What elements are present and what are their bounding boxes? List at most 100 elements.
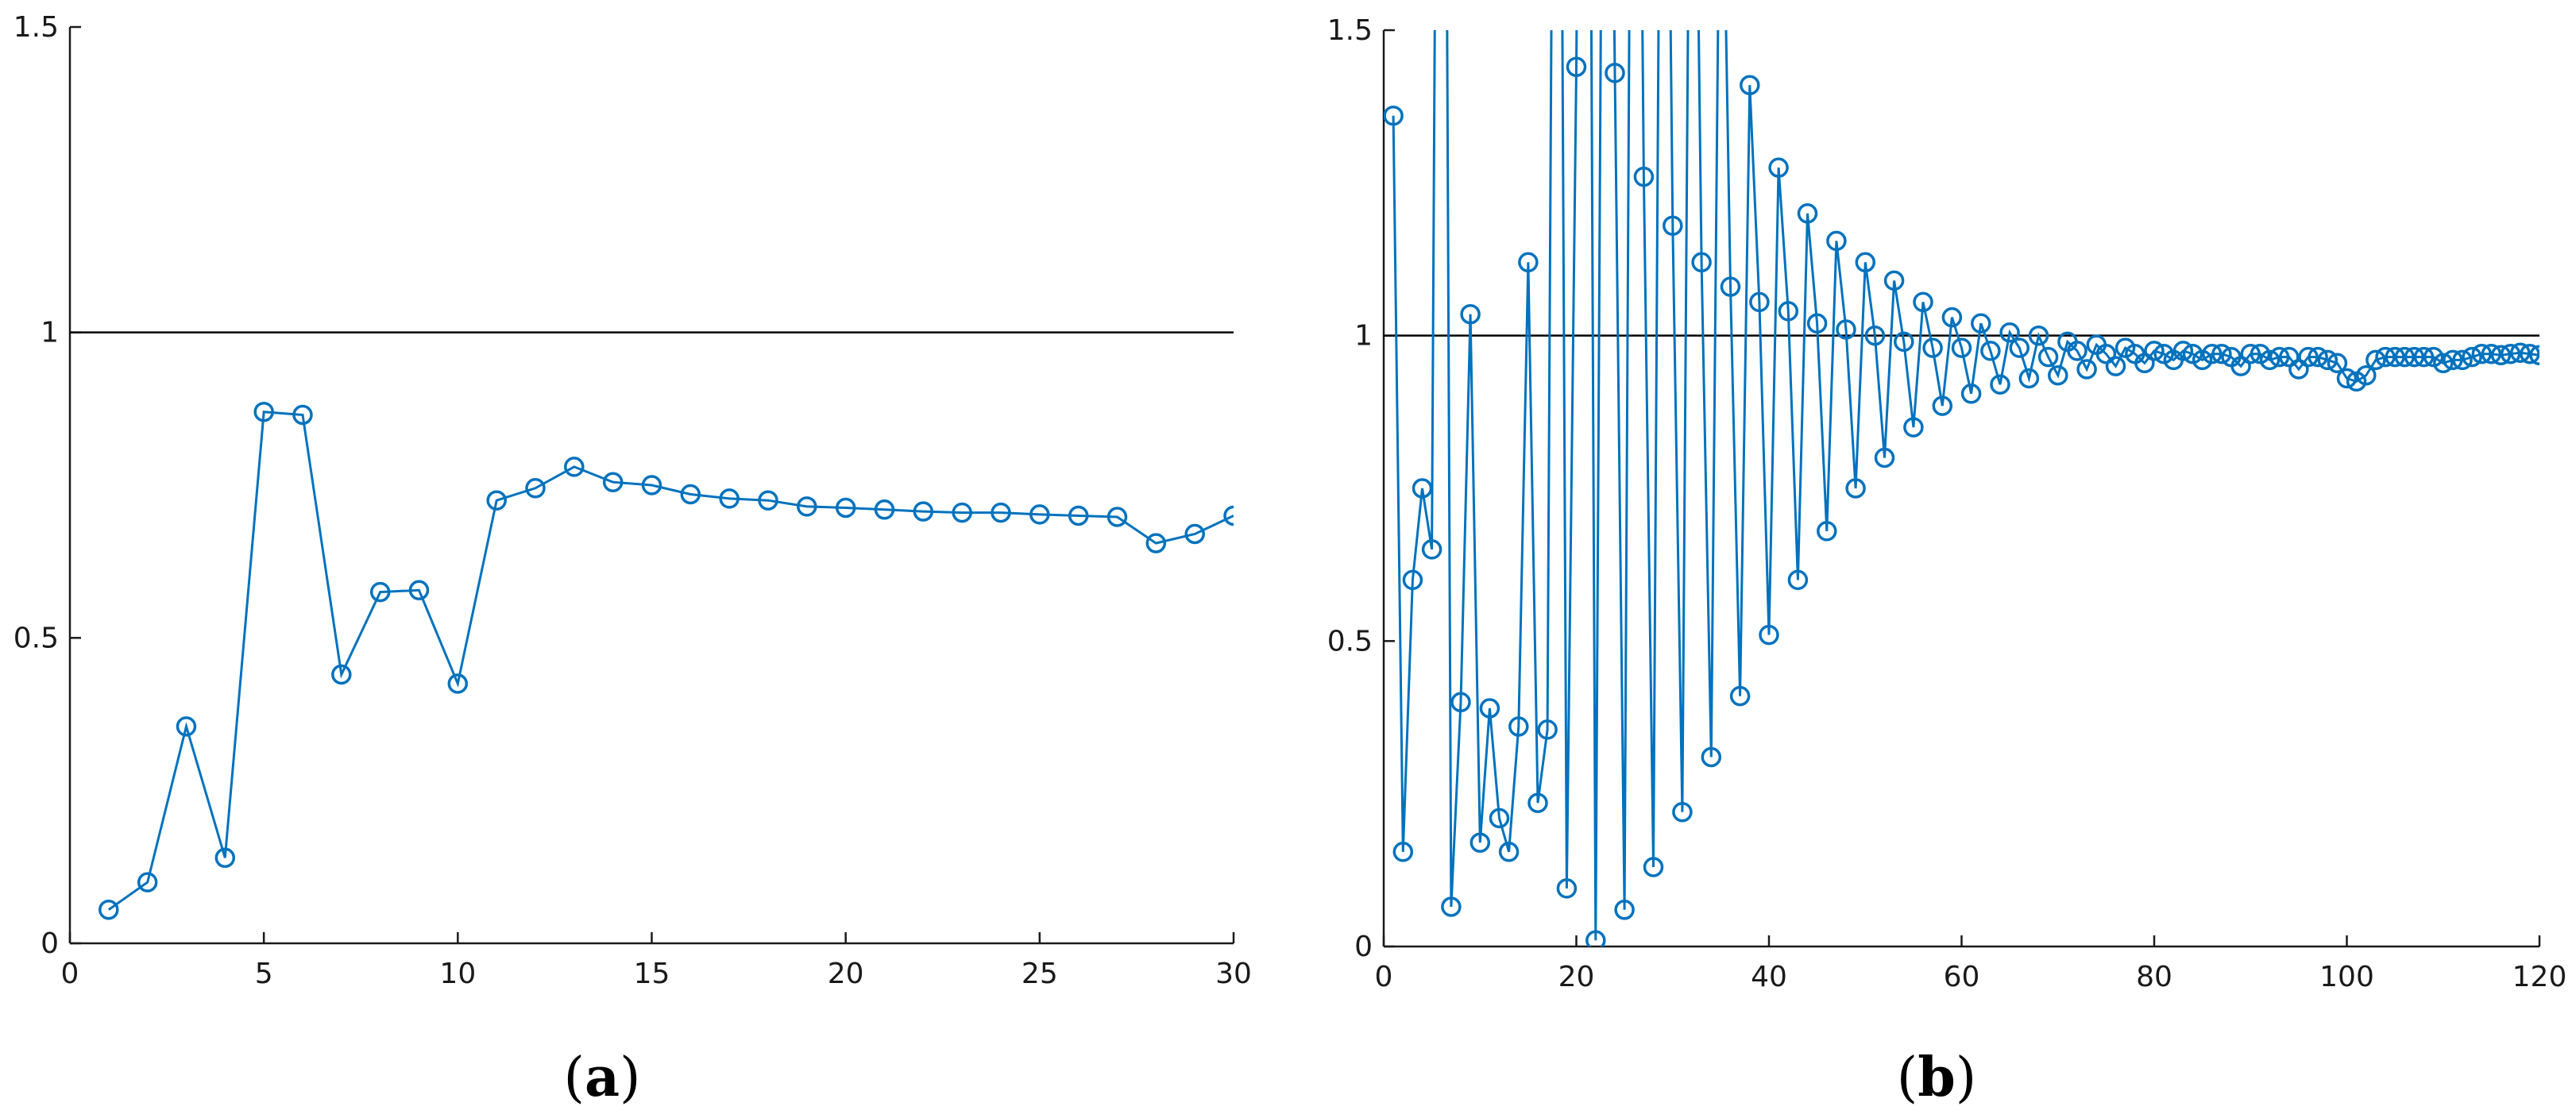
panel-b-data-point xyxy=(1980,341,2001,361)
panel-b-data-point xyxy=(1787,569,1809,591)
panel-b-data-point xyxy=(1894,331,1914,353)
panel-b-plot-area xyxy=(1384,30,2539,946)
panel-b-data-point xyxy=(2211,343,2232,364)
panel-b-data-point xyxy=(2240,343,2261,364)
chart-panel-a: 0 5 10 15 20 25 30 0 0.5 1 1.5 xyxy=(14,11,1252,990)
panel-b-y-tick-label: 0 xyxy=(1354,931,1373,963)
panel-b-data-point xyxy=(2279,346,2300,368)
panel-b-data-point xyxy=(1990,374,2010,395)
panel-b-data-point xyxy=(2105,356,2126,376)
panel-a-data-point xyxy=(369,581,391,603)
panel-a-y-tick-label: 0.5 xyxy=(14,622,59,654)
panel-a-x-tick-label: 5 xyxy=(255,958,273,990)
panel-b-data-point xyxy=(1932,395,1953,416)
panel-a-data-point xyxy=(758,490,778,511)
panel-b-data-point xyxy=(2018,368,2040,389)
panel-a-y-tick-label: 0 xyxy=(41,927,59,960)
panel-b-data-point xyxy=(2481,343,2502,364)
panel-b-data-point xyxy=(1826,230,1847,252)
panel-a-data-point xyxy=(214,847,236,869)
panel-a-data-point xyxy=(292,404,313,426)
panel-b-data-point xyxy=(1855,252,1876,273)
panel-a-data-point xyxy=(719,488,740,509)
panel-b-data-point xyxy=(1883,270,1905,291)
panel-b-data-point xyxy=(1971,313,1991,334)
panel-b-x-tick-label: 40 xyxy=(1751,961,1787,993)
panel-b-data-point xyxy=(2366,349,2386,371)
panel-b-data-point xyxy=(2375,346,2396,368)
panel-a-data-point xyxy=(991,502,1011,523)
panel-b-data-point xyxy=(1845,478,1866,499)
panel-b-x-tick-label: 120 xyxy=(2512,961,2567,993)
panel-a-x-tick-label: 30 xyxy=(1215,958,1252,990)
panel-a-data-point xyxy=(408,580,430,601)
panel-b-data-point xyxy=(2144,341,2165,361)
panel-b-data-point xyxy=(2308,346,2328,368)
panel-b-x-tick-label: 0 xyxy=(1375,961,1393,993)
panel-a-data-point xyxy=(602,472,624,492)
panel-b-data-point xyxy=(1797,203,1818,224)
panel-a-data-point xyxy=(913,501,934,522)
panel-b-data-point xyxy=(1402,569,1423,591)
panel-b-x-tick-label: 100 xyxy=(2319,961,2374,993)
panel-b-data-point xyxy=(1759,624,1779,646)
panel-b-data-point xyxy=(2172,341,2194,361)
panel-b-series-line xyxy=(1392,30,2539,941)
panel-a-data-point xyxy=(1145,533,1167,553)
panel-b-data-point xyxy=(1643,857,1664,877)
panel-b-data-point xyxy=(1960,384,1982,404)
panel-b-data-point xyxy=(2230,356,2251,376)
panel-b-data-point xyxy=(1585,930,1606,946)
panel-b-data-point xyxy=(2462,346,2482,368)
panel-a-data-point xyxy=(137,872,158,892)
panel-b-data-point xyxy=(2134,353,2155,374)
panel-b-x-tick-label: 60 xyxy=(1944,961,1980,993)
panel-b-data-point xyxy=(1691,252,1712,273)
panel-b-data-point xyxy=(1999,322,2020,343)
panel-b-data-point xyxy=(2048,364,2068,386)
panel-a-data-point xyxy=(835,497,856,519)
panel-b-data-point xyxy=(1441,896,1462,917)
panel-a-data-point xyxy=(525,478,546,499)
panel-a-data-point xyxy=(874,499,895,520)
panel-b-data-point xyxy=(1720,276,1741,297)
panel-b-data-point xyxy=(1518,252,1539,273)
panel-b-data-point xyxy=(1672,801,1693,823)
panel-a-data-point xyxy=(253,401,274,422)
panel-a-data-point xyxy=(447,673,469,694)
panel-b-data-point xyxy=(1922,337,1943,358)
panel-b-data-point xyxy=(2298,346,2319,368)
panel-b-data-point xyxy=(2028,325,2049,346)
panel-b-data-point xyxy=(1537,719,1558,740)
panel-b-data-point xyxy=(1864,325,1886,346)
panel-a-data-point xyxy=(1068,505,1089,526)
panel-a-data-point xyxy=(564,457,585,477)
panel-a-series-line xyxy=(107,411,1234,911)
panel-b-data-point xyxy=(1384,105,1404,126)
panel-b-x-tick-label: 80 xyxy=(2136,961,2172,993)
panel-b-data-point xyxy=(1951,337,1972,358)
panel-a-data-point xyxy=(1029,504,1050,525)
panel-b-data-point xyxy=(1489,808,1510,829)
panel-a-plot-area xyxy=(98,401,1234,920)
panel-b-data-point xyxy=(1836,319,1856,340)
panel-a-x-tick-label: 10 xyxy=(439,958,476,990)
panel-b-data-point xyxy=(2471,343,2493,364)
panel-b-data-point xyxy=(1605,63,1625,83)
panel-b-data-point xyxy=(1701,746,1722,768)
panel-b-data-point xyxy=(2037,346,2059,368)
panel-b-data-point xyxy=(2317,349,2338,371)
panel-b-data-point xyxy=(2500,343,2521,364)
panel-a-data-point xyxy=(1106,507,1128,527)
panel-b-data-point xyxy=(2009,337,2030,358)
panel-b-data-point xyxy=(1663,215,1683,236)
panel-b-data-point xyxy=(2076,359,2097,380)
panel-b-data-point xyxy=(1460,303,1481,325)
panel-a-data-point xyxy=(98,899,119,920)
panel-b-data-point xyxy=(2433,353,2454,374)
panel-a-data-point xyxy=(641,475,662,495)
panel-b-x-tick-label: 20 xyxy=(1558,961,1595,993)
panel-b-data-point xyxy=(2520,343,2539,364)
panel-b-data-point xyxy=(1421,539,1442,560)
panel-b-data-point xyxy=(1392,842,1414,862)
